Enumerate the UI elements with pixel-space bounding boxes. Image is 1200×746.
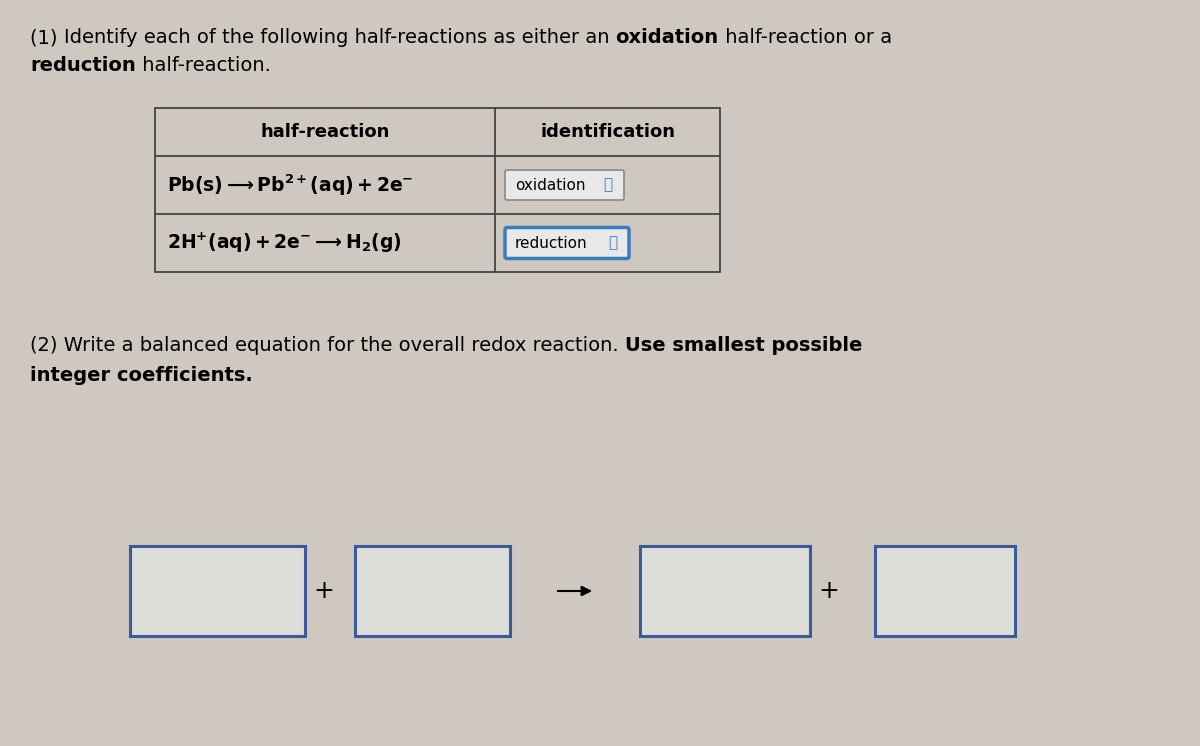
Bar: [355, 546, 510, 636]
Text: Identify each of the following half-reactions as either an: Identify each of the following half-reac…: [64, 28, 616, 47]
Text: Use smallest possible: Use smallest possible: [625, 336, 863, 355]
Text: ⑃: ⑃: [604, 178, 612, 192]
Text: oxidation: oxidation: [515, 178, 586, 192]
Text: (2) Write a balanced equation for the overall redox reaction.: (2) Write a balanced equation for the ov…: [30, 336, 625, 355]
Text: $\mathbf{Pb(s){\longrightarrow}Pb^{2+}(aq) + 2e^{-}}$: $\mathbf{Pb(s){\longrightarrow}Pb^{2+}(a…: [167, 172, 414, 198]
Text: oxidation: oxidation: [616, 28, 719, 47]
Bar: [875, 546, 1015, 636]
Text: half-reaction or a: half-reaction or a: [719, 28, 892, 47]
Text: reduction: reduction: [515, 236, 588, 251]
Text: integer coefficients.: integer coefficients.: [30, 366, 253, 385]
Bar: [640, 546, 810, 636]
FancyBboxPatch shape: [505, 228, 629, 259]
Text: (1): (1): [30, 28, 64, 47]
Text: reduction: reduction: [30, 56, 136, 75]
Text: identification: identification: [540, 123, 674, 141]
Bar: [130, 546, 305, 636]
Text: +: +: [313, 579, 334, 603]
FancyBboxPatch shape: [505, 170, 624, 200]
Text: half-reaction: half-reaction: [260, 123, 390, 141]
Text: ⑃: ⑃: [608, 236, 618, 251]
Bar: [155, 108, 720, 272]
Text: +: +: [818, 579, 839, 603]
Text: $\mathbf{2H^{+}(aq) + 2e^{-}{\longrightarrow}H_2(g)}$: $\mathbf{2H^{+}(aq) + 2e^{-}{\longrighta…: [167, 231, 402, 255]
Text: half-reaction.: half-reaction.: [136, 56, 271, 75]
